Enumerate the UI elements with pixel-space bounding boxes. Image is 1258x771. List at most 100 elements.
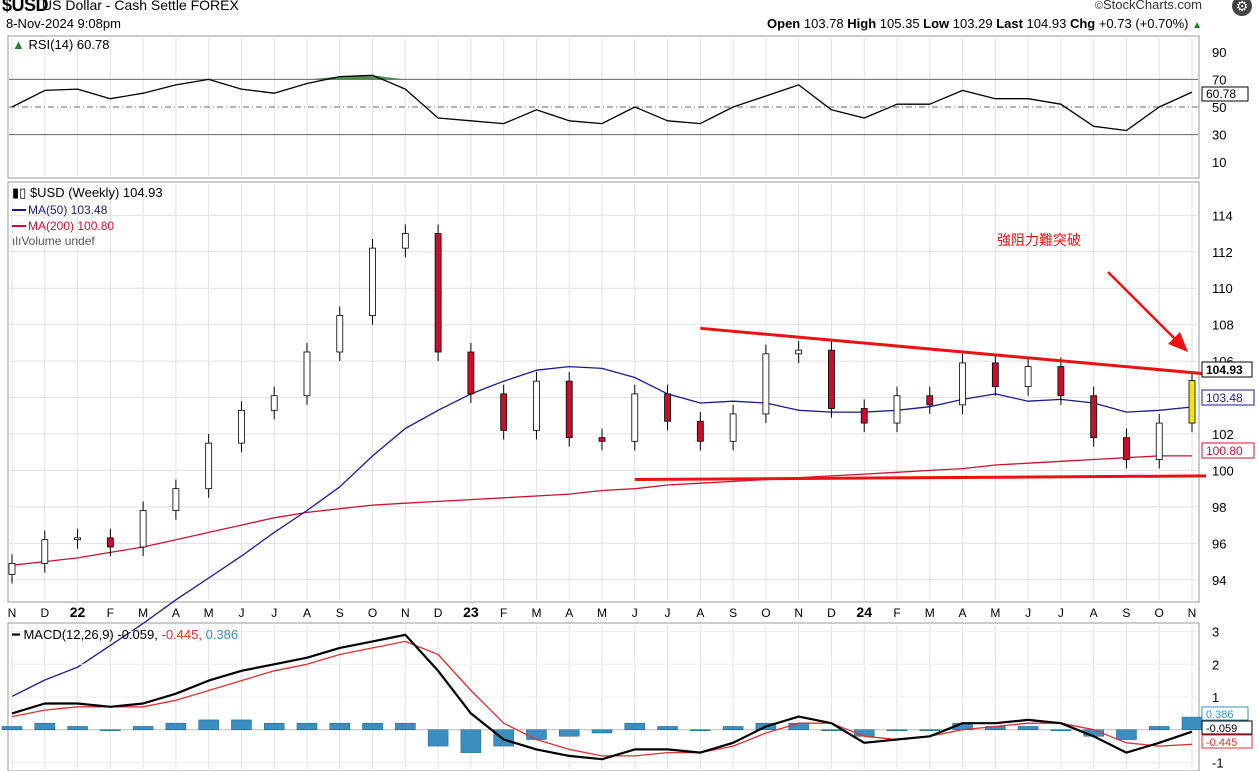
ma50-legend: MA(50) 103.48 (28, 203, 108, 217)
x-tick-label: O (761, 606, 770, 620)
trendlines (634, 326, 1207, 482)
ma200-tag-text: 100.80 (1206, 444, 1243, 458)
rsi-axis-ticks: 90 70 50 30 10 (1212, 45, 1226, 170)
x-tick-label: M (925, 606, 935, 620)
price-axis-ticks: 114112110108106104102100989694 (1212, 208, 1234, 587)
histogram-bar (886, 729, 908, 731)
macd-legend-name: MACD(12,26,9) (23, 627, 113, 642)
settings-gear-icon[interactable]: ⚙ (1232, 0, 1252, 16)
x-tick-label: D (40, 606, 49, 620)
ma200-legend: MA(200) 100.80 (28, 219, 114, 233)
x-tick-label: A (959, 606, 967, 620)
candle-body (1123, 437, 1130, 460)
macd-series (11, 633, 1193, 761)
open-label: Open (767, 16, 801, 31)
histogram-bar (788, 722, 809, 730)
last-value: 104.93 (1026, 16, 1067, 31)
ma50-tag-box (1201, 389, 1255, 406)
price-legend-title: ▮▯ $USD (Weekly) 104.93 (12, 185, 163, 200)
candle-body (1188, 380, 1196, 424)
histogram-bar (296, 722, 318, 730)
x-tick-label: N (794, 606, 803, 620)
histogram-bar (395, 722, 416, 730)
candle-legend-icon: ▮▯ (12, 185, 26, 200)
chg-value: +0.73 (+0.70%) (1098, 16, 1189, 31)
annotation-arrow-head (1168, 332, 1188, 352)
rsi-line (11, 74, 1193, 132)
price-tag-last: 104.93 (1201, 361, 1253, 378)
x-tick-label: M (531, 606, 541, 620)
histogram-bar (493, 729, 514, 747)
histogram-bar (919, 729, 941, 731)
price-candles (8, 224, 1196, 584)
histogram-bar (526, 729, 547, 740)
macd-legend-signal: -0.445, (162, 627, 202, 642)
candle-body (828, 349, 835, 409)
candle-body (8, 562, 16, 575)
price-tick-label: 110 (1212, 281, 1233, 296)
x-tick-label: A (696, 606, 704, 620)
candle-body (762, 353, 770, 415)
volume-legend-text: Volume undef (21, 234, 95, 248)
histogram-bar (624, 722, 646, 730)
open-value: 103.78 (803, 16, 844, 31)
candle-body (238, 409, 245, 444)
x-tick-label: J (665, 606, 671, 620)
brand-label: ©StockCharts.com (1095, 0, 1202, 12)
candle-body (1024, 366, 1032, 388)
x-tick-label: N (1188, 606, 1197, 620)
macd-tick-label: -1 (1212, 755, 1224, 770)
x-tick-label: S (1122, 606, 1130, 620)
x-tick-label: N (401, 606, 410, 620)
rsi-legend-icon: ▲ (12, 37, 25, 52)
high-label: High (847, 16, 877, 31)
price-tick-label: 98 (1212, 500, 1226, 515)
histogram-bar (690, 729, 711, 731)
histogram-bar (722, 726, 744, 730)
low-label: Low (923, 16, 950, 31)
resistance-annotation: 強阻力難突破 (997, 232, 1081, 248)
price-tick-label: 94 (1212, 573, 1226, 588)
price-tick-label: 96 (1212, 536, 1226, 551)
hist-tag-box (1201, 706, 1249, 721)
histogram-bar (132, 726, 154, 730)
candle-body (270, 395, 278, 411)
rsi-series (11, 74, 1193, 132)
candle-body (893, 395, 901, 424)
x-tick-label: A (303, 606, 311, 620)
price-tick-label: 102 (1212, 427, 1234, 442)
histogram-bar (427, 729, 449, 747)
signal-tag-text: -0.445 (1206, 737, 1237, 749)
macd-tag-macd: -0.059 (1201, 720, 1253, 735)
candle-body (959, 362, 966, 406)
rsi-tick-label: 50 (1212, 100, 1226, 115)
candle-body (729, 413, 737, 442)
rsi-tick-label: 90 (1212, 45, 1226, 60)
histogram-bar (657, 726, 678, 730)
x-tick-label: M (204, 606, 214, 620)
histogram-bar (591, 729, 613, 734)
histogram-bar (362, 722, 383, 730)
histogram-bar (67, 726, 88, 730)
macd-legend: ━ MACD(12,26,9) -0.059, -0.445, 0.386 (11, 627, 238, 642)
macd-legend-swatch: ━ (11, 627, 20, 642)
histogram-bar (34, 722, 56, 730)
candle-body (401, 233, 409, 249)
candle-body (41, 539, 49, 564)
price-tick-label: 100 (1212, 463, 1234, 478)
macd-axis-ticks: 3 2 1 -1 (1212, 625, 1224, 771)
candle-body (303, 351, 311, 397)
candle-body (467, 351, 475, 395)
histogram-bar (263, 722, 285, 730)
volume-legend-icon: ılı (12, 234, 21, 248)
hist-tag-text: 0.386 (1206, 709, 1234, 721)
x-tick-label: J (1025, 606, 1031, 620)
signal-tag-box (1201, 734, 1253, 749)
price-tick-label: 108 (1212, 318, 1234, 333)
candle-body (565, 380, 573, 439)
histogram-bar (558, 729, 580, 737)
rsi-legend-text: RSI(14) 60.78 (29, 37, 110, 52)
macd-tag-text: -0.059 (1206, 723, 1237, 735)
volume-legend: ılıVolume undef (12, 234, 95, 248)
